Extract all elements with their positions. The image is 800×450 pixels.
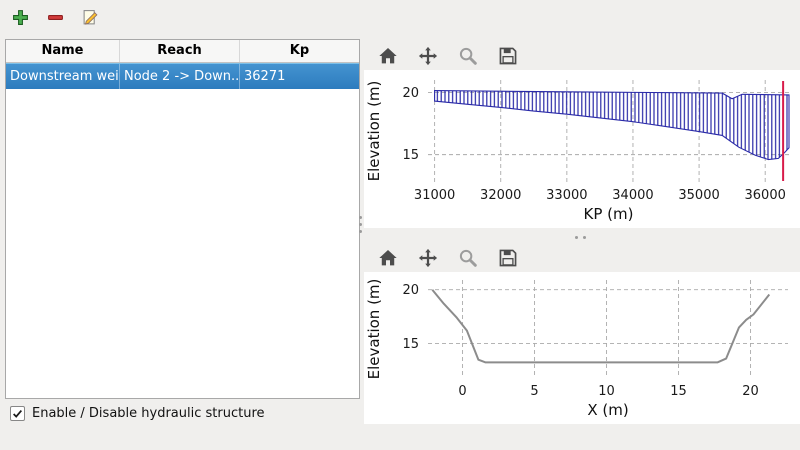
- enable-structure-label: Enable / Disable hydraulic structure: [32, 406, 265, 421]
- column-header-kp[interactable]: Kp: [289, 43, 310, 58]
- enable-structure-row[interactable]: Enable / Disable hydraulic structure: [10, 406, 265, 421]
- main-toolbar: [8, 5, 102, 29]
- svg-text:0: 0: [458, 384, 466, 399]
- splitter-grip-dot: [359, 229, 362, 233]
- edit-structure-button[interactable]: [78, 5, 102, 29]
- splitter-grip-dot: [359, 215, 362, 219]
- check-icon: [13, 410, 23, 418]
- home-icon: [378, 48, 397, 64]
- minus-icon: [47, 14, 63, 20]
- svg-text:Elevation (m): Elevation (m): [365, 279, 383, 380]
- svg-text:5: 5: [530, 384, 538, 399]
- pan-icon: [418, 248, 437, 268]
- charts-area: 31000 32000 33000 34000 35000 36000 15 20 KP (m)…: [362, 36, 800, 450]
- cross-section-chart[interactable]: 0 5 10 15 20 15 20 X (m) Elevation (m): [364, 272, 800, 424]
- svg-text:Elevation (m): Elevation (m): [365, 81, 383, 182]
- pan-button[interactable]: [416, 45, 439, 68]
- remove-structure-button[interactable]: [43, 5, 67, 29]
- pan-button[interactable]: [416, 247, 439, 270]
- kp-profile-chart[interactable]: 31000 32000 33000 34000 35000 36000 15 20 KP (m)…: [364, 70, 800, 228]
- home-button[interactable]: [376, 45, 399, 68]
- structures-table: Name Reach Kp Downstream weir Node 2 -> …: [5, 39, 360, 399]
- horizontal-splitter[interactable]: [362, 234, 798, 240]
- enable-structure-checkbox[interactable]: [10, 406, 25, 421]
- svg-text:32000: 32000: [480, 188, 521, 203]
- svg-text:KP (m): KP (m): [584, 205, 634, 223]
- table-header-row: Name Reach Kp: [6, 40, 359, 63]
- svg-text:31000: 31000: [414, 188, 455, 203]
- edit-pencil-icon: [83, 9, 97, 25]
- cross-section-panel: 0 5 10 15 20 15 20 X (m) Elevation (m): [364, 242, 800, 424]
- column-header-name[interactable]: Name: [6, 40, 120, 62]
- kp-chart-toolbar: [364, 40, 800, 70]
- splitter-grip-dot: [359, 222, 362, 226]
- home-icon: [378, 250, 397, 266]
- zoom-button[interactable]: [456, 45, 479, 68]
- plus-icon: [12, 9, 28, 25]
- save-button[interactable]: [496, 247, 519, 270]
- svg-text:35000: 35000: [678, 188, 719, 203]
- table-row-selected[interactable]: Downstream weir Node 2 -> Down... 36271: [6, 63, 359, 89]
- zoom-icon: [459, 47, 477, 65]
- svg-text:33000: 33000: [546, 188, 587, 203]
- splitter-grip-dot: [582, 235, 586, 239]
- svg-text:36000: 36000: [745, 188, 786, 203]
- svg-text:10: 10: [598, 384, 615, 399]
- save-icon: [499, 249, 516, 267]
- svg-text:15: 15: [402, 148, 419, 163]
- vertical-splitter[interactable]: [358, 208, 363, 240]
- cell-structure-name[interactable]: Downstream weir: [6, 64, 120, 89]
- add-structure-button[interactable]: [8, 5, 32, 29]
- cell-structure-kp[interactable]: 36271: [244, 69, 286, 84]
- cell-structure-reach[interactable]: Node 2 -> Down...: [120, 64, 240, 89]
- svg-text:X (m): X (m): [587, 401, 628, 419]
- svg-text:20: 20: [402, 86, 419, 101]
- svg-text:15: 15: [670, 384, 687, 399]
- kp-profile-panel: 31000 32000 33000 34000 35000 36000 15 20 KP (m)…: [364, 40, 800, 228]
- zoom-button[interactable]: [456, 247, 479, 270]
- pan-icon: [418, 46, 437, 66]
- home-button[interactable]: [376, 247, 399, 270]
- save-button[interactable]: [496, 45, 519, 68]
- zoom-icon: [459, 249, 477, 267]
- svg-text:34000: 34000: [612, 188, 653, 203]
- splitter-grip-dot: [574, 235, 578, 239]
- svg-text:20: 20: [402, 283, 419, 298]
- column-header-reach[interactable]: Reach: [120, 40, 240, 62]
- save-icon: [499, 47, 516, 65]
- cross-section-chart-toolbar: [364, 242, 800, 272]
- svg-text:15: 15: [402, 337, 419, 352]
- svg-text:20: 20: [742, 384, 759, 399]
